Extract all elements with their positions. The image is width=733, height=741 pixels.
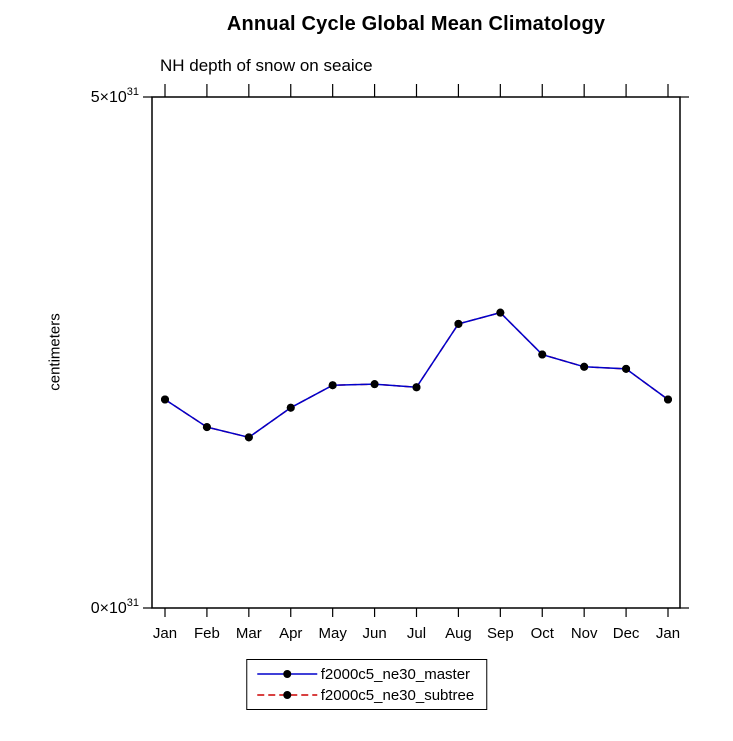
svg-text:Jul: Jul: [407, 625, 426, 642]
svg-text:May: May: [318, 625, 347, 642]
svg-text:Jun: Jun: [362, 625, 386, 642]
svg-text:5×1031: 5×1031: [91, 86, 139, 106]
svg-text:Nov: Nov: [571, 625, 598, 642]
legend-line-sample-master: [256, 670, 317, 678]
legend: f2000c5_ne30_master f2000c5_ne30_subtree: [245, 659, 488, 710]
svg-text:Feb: Feb: [194, 625, 220, 642]
svg-text:Oct: Oct: [531, 625, 555, 642]
legend-line-sample-subtree: [256, 691, 317, 699]
svg-text:Apr: Apr: [279, 625, 302, 642]
legend-item-subtree: f2000c5_ne30_subtree: [255, 686, 474, 704]
svg-text:Aug: Aug: [445, 625, 472, 642]
chart-title: Annual Cycle Global Mean Climatology: [226, 13, 606, 35]
legend-label-master: f2000c5_ne30_master: [320, 665, 471, 683]
chart-subtitle: NH depth of snow on seaice: [160, 56, 373, 75]
svg-text:Jan: Jan: [153, 625, 177, 642]
svg-text:Dec: Dec: [613, 625, 640, 642]
svg-text:Jan: Jan: [656, 625, 680, 642]
svg-text:0×1031: 0×1031: [91, 597, 139, 617]
legend-label-subtree: f2000c5_ne30_subtree: [320, 686, 475, 704]
svg-text:Mar: Mar: [236, 625, 262, 642]
svg-text:Sep: Sep: [487, 625, 514, 642]
legend-item-master: f2000c5_ne30_master: [255, 665, 474, 683]
